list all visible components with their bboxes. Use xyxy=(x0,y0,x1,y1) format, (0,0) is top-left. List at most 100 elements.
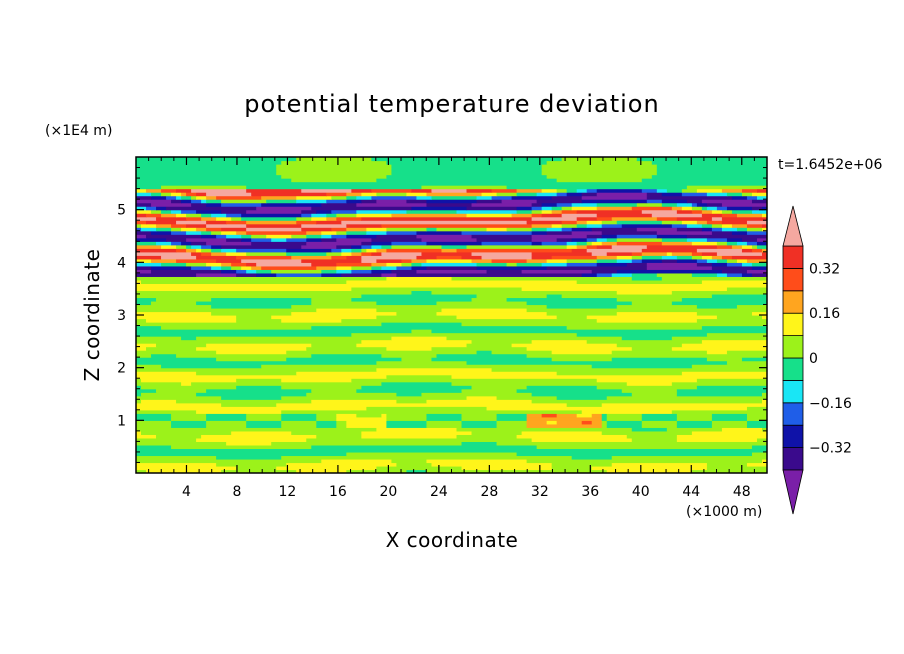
contour-cell xyxy=(396,311,438,316)
contour-cell xyxy=(331,195,347,200)
contour-cell xyxy=(616,269,723,274)
contour-cell xyxy=(541,171,658,176)
contour-cell xyxy=(251,237,272,242)
contour-cell xyxy=(506,185,688,190)
contour-cell xyxy=(466,395,498,400)
contour-cell xyxy=(556,420,583,425)
colorbar-tick-label: 0.16 xyxy=(809,306,840,322)
contour-cell xyxy=(371,262,387,267)
contour-cell xyxy=(761,315,767,320)
contour-cell xyxy=(581,409,673,414)
contour-cell xyxy=(136,216,157,221)
contour-cell xyxy=(701,325,767,330)
contour-cell xyxy=(691,364,767,369)
contour-cell xyxy=(556,395,608,400)
contour-cell xyxy=(161,188,177,193)
contour-cell xyxy=(346,223,382,228)
contour-cell xyxy=(471,258,493,263)
contour-cell xyxy=(746,241,758,246)
contour-cell xyxy=(456,209,518,214)
contour-cell xyxy=(721,227,738,232)
contour-cell xyxy=(161,364,262,369)
contour-cell xyxy=(486,406,748,411)
contour-cell xyxy=(516,206,533,211)
contour-cell xyxy=(686,234,767,239)
contour-cell xyxy=(426,420,463,425)
contour-cell xyxy=(581,192,598,197)
contour-cell xyxy=(151,300,197,306)
contour-cell xyxy=(616,234,658,239)
colorbar-band xyxy=(782,312,804,337)
contour-cell xyxy=(536,199,583,204)
contour-cell xyxy=(136,290,413,295)
x-tick-label: 28 xyxy=(480,484,498,500)
contour-cell xyxy=(376,192,408,197)
contour-cell xyxy=(411,329,433,334)
contour-cell xyxy=(661,258,678,263)
contour-cell xyxy=(761,458,767,464)
contour-cell xyxy=(176,220,207,225)
contour-cell xyxy=(531,241,543,246)
contour-cell xyxy=(501,199,538,204)
contour-cell xyxy=(531,437,633,442)
contour-cell xyxy=(631,346,673,351)
contour-cell xyxy=(311,353,382,358)
contour-cell xyxy=(136,332,352,337)
contour-cell xyxy=(701,279,767,284)
contour-cell xyxy=(721,220,748,225)
contour-cell xyxy=(431,357,553,362)
contour-cell xyxy=(196,192,207,197)
contour-cell xyxy=(236,318,282,323)
contour-cell xyxy=(571,206,598,211)
contour-cell xyxy=(331,255,347,260)
contour-cell xyxy=(171,209,182,214)
contour-cell xyxy=(321,269,337,274)
contour-cell xyxy=(381,322,463,327)
contour-cell xyxy=(196,336,393,341)
contour-cell xyxy=(136,199,172,204)
contour-cell xyxy=(136,350,217,355)
contour-cell xyxy=(751,262,767,267)
contour-cell xyxy=(151,202,192,207)
contour-cell xyxy=(136,237,167,242)
contour-cell xyxy=(426,258,473,263)
contour-cell xyxy=(691,255,703,260)
contour-cell xyxy=(336,262,372,267)
contour-cell xyxy=(136,420,172,425)
contour-cell xyxy=(461,413,498,418)
contour-cell xyxy=(191,202,207,207)
contour-cell xyxy=(316,413,337,418)
contour-cell xyxy=(616,311,698,316)
contour-cell xyxy=(711,413,748,418)
contour-cell xyxy=(201,234,217,239)
contour-cell xyxy=(346,199,362,204)
y-tick-label: 3 xyxy=(117,308,126,324)
contour-cell xyxy=(136,423,172,428)
contour-cell xyxy=(171,444,312,450)
contour-cell xyxy=(596,213,653,218)
contour-cell xyxy=(186,213,202,218)
contour-cell xyxy=(306,392,398,397)
contour-cell xyxy=(496,413,528,418)
contour-cell xyxy=(616,297,683,302)
contour-cell xyxy=(516,262,543,267)
contour-cell xyxy=(166,206,257,211)
contour-cell xyxy=(461,230,533,235)
contour-cell xyxy=(281,409,583,414)
contour-cell xyxy=(746,227,763,232)
contour-cell xyxy=(136,434,157,439)
contour-cell xyxy=(326,251,342,256)
contour-cell xyxy=(211,244,222,249)
contour-cell xyxy=(646,192,663,197)
contour-cell xyxy=(441,248,458,253)
contour-cell xyxy=(346,451,518,457)
contour-cell xyxy=(696,385,767,390)
contour-cell xyxy=(381,353,438,358)
contour-cell xyxy=(466,188,493,193)
y-tick-label: 1 xyxy=(117,413,126,429)
contour-cell xyxy=(721,255,733,260)
contour-cell xyxy=(526,220,563,225)
contour-cell xyxy=(421,237,478,242)
contour-cell xyxy=(596,202,638,207)
contour-cell xyxy=(666,427,723,432)
